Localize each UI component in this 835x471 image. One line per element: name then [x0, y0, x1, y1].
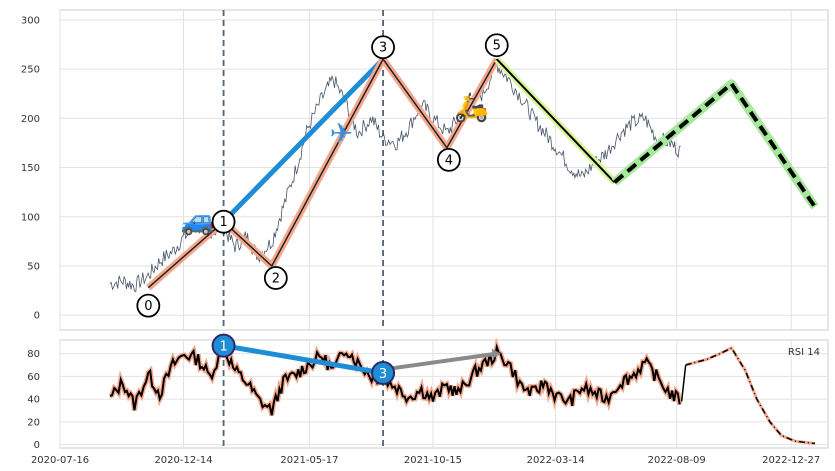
- wave-path: [147, 58, 498, 289]
- wave-point-circle: [436, 147, 461, 172]
- wave-point-label: 1: [219, 215, 227, 230]
- wave-point-label: 2: [272, 272, 280, 287]
- price-y-tick-label: 0: [34, 311, 40, 322]
- wave-point-circle: [484, 33, 509, 58]
- rsi-line: [109, 343, 681, 416]
- rsi-y-tick-label: 40: [27, 395, 40, 406]
- scooter-icon: 🛵: [454, 90, 489, 123]
- wave-point-label: 3: [379, 41, 387, 56]
- x-tick-label: 2020-07-16: [31, 455, 89, 466]
- wave-point-circle: [371, 35, 395, 60]
- wave-point-circle: [263, 266, 288, 290]
- price-line: [109, 62, 681, 293]
- wave-point-circle: [211, 209, 236, 234]
- rsi-forecast-line: [685, 347, 815, 445]
- rsi-point-circle: [371, 360, 396, 385]
- rsi-point-label: 3: [379, 367, 387, 382]
- rsi-legend: RSI 14: [788, 347, 820, 358]
- rsi-y-tick-label: 20: [27, 417, 40, 428]
- price-y-tick-label: 100: [21, 212, 40, 223]
- price-y-tick-label: 50: [27, 262, 40, 273]
- rsi-point-circle: [211, 333, 236, 358]
- x-tick-label: 2021-05-17: [280, 455, 338, 466]
- x-tick-label: 2021-10-15: [404, 455, 462, 466]
- projection-solid: [496, 58, 616, 183]
- rsi-y-tick-label: 60: [27, 372, 40, 383]
- x-tick-label: 2022-12-27: [762, 455, 820, 466]
- x-tick-label: 2020-12-14: [154, 455, 212, 466]
- x-tick-label: 2022-03-14: [527, 455, 585, 466]
- rsi-y-tick-label: 0: [34, 440, 40, 451]
- price-y-tick-label: 300: [21, 15, 40, 26]
- wave-point-label: 5: [493, 39, 501, 54]
- wave-point-circle: [136, 293, 161, 318]
- price-y-tick-label: 150: [21, 163, 40, 174]
- price-y-tick-label: 200: [21, 114, 40, 125]
- rsi-grey-line: [381, 351, 499, 372]
- rsi-trend-line: [221, 343, 386, 376]
- x-tick-label: 2022-08-09: [648, 455, 706, 466]
- wave-point-label: 0: [144, 299, 152, 314]
- price-trend-line: [221, 56, 386, 225]
- wave-point-label: 4: [445, 153, 453, 168]
- airplane-icon: ✈: [330, 117, 353, 150]
- price-y-tick-label: 250: [21, 65, 40, 76]
- rsi-grey-arrowhead: [491, 348, 501, 359]
- projection-dashed-glow: [611, 79, 819, 210]
- rsi-y-tick-label: 80: [27, 349, 40, 360]
- car-icon: 🚙: [181, 204, 216, 237]
- rsi-connector: [680, 364, 687, 402]
- rsi-point-label: 1: [219, 340, 227, 355]
